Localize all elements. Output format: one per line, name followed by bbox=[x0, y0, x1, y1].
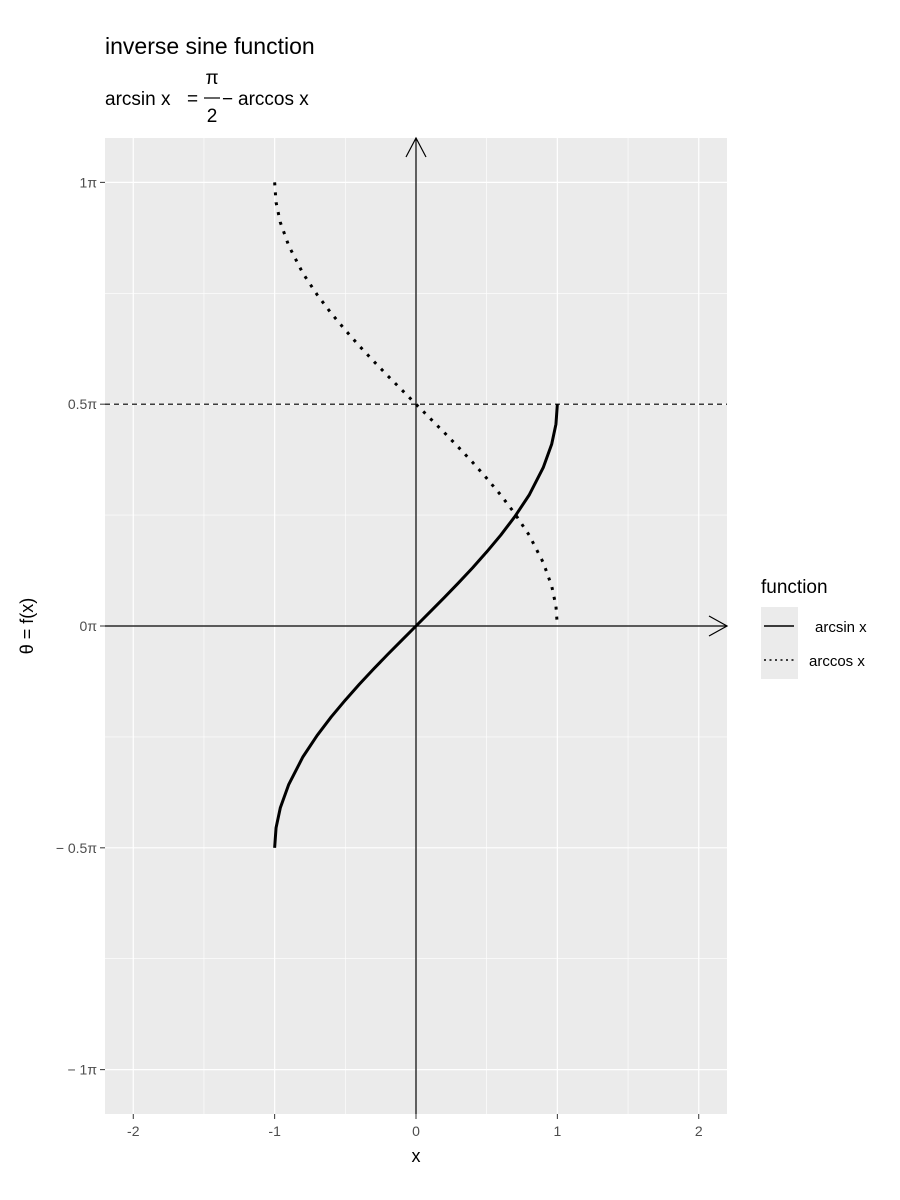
y-tick-label: − 0.5π bbox=[56, 840, 98, 856]
subtitle-minus: − bbox=[222, 89, 233, 110]
subtitle-denominator: 2 bbox=[207, 106, 218, 127]
x-axis-arrowhead bbox=[708, 615, 729, 637]
y-tick-label: 0.5π bbox=[68, 396, 97, 412]
subtitle-rhs: arccos x bbox=[238, 89, 309, 110]
x-tick-label: 2 bbox=[695, 1123, 703, 1139]
x-tick-label: 0 bbox=[412, 1123, 420, 1139]
subtitle-equals: = bbox=[187, 89, 198, 110]
y-tick-label: 0π bbox=[80, 618, 98, 634]
series-line-arcsin bbox=[273, 404, 559, 848]
y-tick-label: − 1π bbox=[67, 1062, 97, 1078]
x-tick-label: 1 bbox=[553, 1123, 561, 1139]
subtitle-lhs: arcsin x bbox=[105, 89, 171, 110]
x-tick-label: -2 bbox=[127, 1123, 140, 1139]
x-axis-title: x bbox=[412, 1146, 421, 1166]
series-lines bbox=[273, 182, 559, 848]
legend: function arcsin x arccos x bbox=[761, 577, 867, 679]
legend-label-arcsin: arcsin x bbox=[815, 619, 867, 636]
legend-title: function bbox=[761, 577, 828, 598]
legend-label-arccos: arccos x bbox=[809, 653, 865, 670]
y-axis-arrowhead bbox=[405, 136, 427, 158]
chart-title: inverse sine function bbox=[105, 33, 315, 59]
y-axis-title: θ = f(x) bbox=[17, 598, 37, 655]
chart-subtitle: arcsin x = π 2 − arccos x bbox=[105, 68, 309, 127]
legend-key-background bbox=[761, 607, 798, 679]
axis-ticks: -2 -1 0 1 2 1π 0.5π 0π − 0.5π − 1π bbox=[56, 174, 703, 1139]
x-tick-label: -1 bbox=[268, 1123, 281, 1139]
subtitle-numerator: π bbox=[205, 68, 218, 89]
y-tick-label: 1π bbox=[80, 174, 98, 190]
